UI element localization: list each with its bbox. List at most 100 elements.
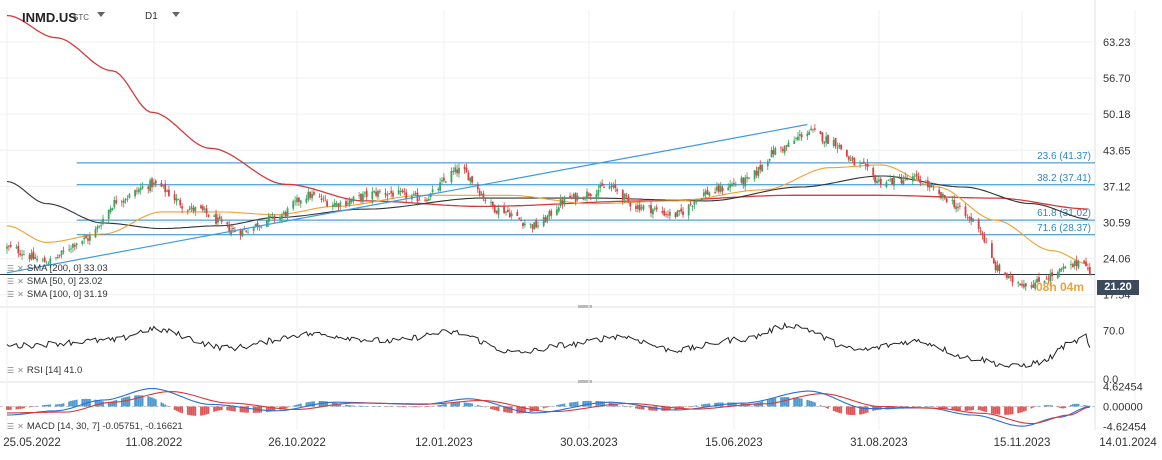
candle-body — [113, 200, 116, 208]
pane-resize-handle-2[interactable] — [578, 380, 592, 383]
candle-body — [576, 195, 579, 200]
macd-histogram-bar — [938, 406, 941, 408]
candle-body — [827, 135, 829, 144]
candle-body — [299, 200, 302, 204]
candle-body — [480, 193, 483, 195]
settings-icon[interactable]: ☰ — [7, 264, 15, 273]
bar-countdown: 08h 04m — [1036, 280, 1085, 294]
macd-histogram-bar — [516, 406, 519, 414]
candle-body — [139, 187, 142, 191]
candle-body — [774, 148, 777, 155]
macd-histogram-bar — [927, 406, 929, 407]
macd-histogram-bar — [173, 406, 176, 410]
macd-histogram-bar — [832, 406, 835, 411]
timeframe-label[interactable]: D1 — [145, 11, 158, 22]
timeframe-dropdown-icon[interactable] — [172, 12, 180, 17]
candle-body — [932, 187, 935, 189]
candle-body — [1036, 278, 1038, 283]
candle-body — [439, 182, 441, 191]
indicator-label-sma100[interactable]: ☰ ✕ SMA [100, 0] 31.19 — [7, 289, 108, 300]
candle-body — [661, 211, 664, 213]
settings-icon[interactable]: ☰ — [7, 422, 15, 431]
macd-histogram-bar — [94, 399, 97, 407]
candle-body — [160, 182, 163, 187]
macd-histogram-bar — [716, 402, 718, 407]
candle-body — [889, 179, 892, 181]
candle-body — [704, 191, 707, 195]
candle-body — [601, 183, 603, 186]
macd-histogram-bar — [441, 404, 443, 407]
macd-histogram-bar — [166, 405, 168, 407]
macd-histogram-bar — [245, 406, 248, 413]
macd-histogram-bar — [164, 404, 167, 407]
candle-body — [392, 192, 394, 197]
candle-body — [326, 201, 328, 207]
indicator-label-macd[interactable]: ☰ ✕ MACD [14, 30, 7] -0.05751, -0.16621 — [7, 421, 183, 432]
candle-body — [940, 192, 942, 199]
macd-histogram-bar — [669, 406, 671, 411]
candle-body — [979, 230, 982, 232]
indicator-label-rsi[interactable]: ☰ ✕ RSI [14] 41.0 — [7, 365, 82, 376]
axes: 63.2356.7050.1843.6537.1230.5924.0617.54… — [3, 37, 1157, 449]
candle-body — [443, 177, 445, 181]
macd-histogram-bar — [572, 402, 575, 407]
trendline[interactable] — [6, 123, 808, 274]
candle-body — [550, 210, 553, 216]
macd-histogram-bar — [75, 399, 78, 407]
candle-body — [298, 197, 300, 202]
macd-histogram-bar — [215, 406, 217, 412]
candle-body — [1062, 266, 1065, 269]
candle-body — [427, 198, 430, 201]
candle-body — [569, 195, 571, 199]
macd-histogram-bar — [405, 406, 408, 408]
macd-histogram-bar — [991, 406, 993, 414]
candle-body — [491, 201, 494, 207]
candle-body — [714, 192, 716, 193]
macd-histogram-bar — [1006, 406, 1008, 415]
macd-histogram-bar — [798, 398, 801, 407]
macd-histogram-bar — [9, 406, 12, 410]
macd-histogram-bar — [403, 406, 406, 408]
macd-histogram-bar — [1021, 406, 1023, 413]
candle-body — [456, 169, 458, 174]
macd-histogram-bar — [128, 396, 131, 407]
candle-body — [508, 212, 511, 217]
macd-histogram-bar — [175, 406, 178, 411]
settings-icon[interactable]: ☰ — [7, 277, 15, 286]
close-icon[interactable]: ✕ — [17, 290, 24, 299]
fibonacci-retracement[interactable]: 23.6 (41.37) 38.2 (37.41) 61.8 (31.02) 71.6… — [0, 151, 1095, 275]
candle-body — [102, 218, 104, 224]
candle-body — [748, 177, 750, 179]
close-icon[interactable]: ✕ — [17, 264, 24, 273]
indicator-label-sma200[interactable]: ☰ ✕ SMA [200, 0] 33.03 — [7, 263, 108, 274]
candle-body — [1019, 284, 1021, 286]
candle-body — [546, 215, 549, 221]
indicator-label-sma50[interactable]: ☰ ✕ SMA [50, 0] 23.02 — [7, 276, 102, 287]
macd-histogram-bar — [864, 406, 867, 414]
macd-histogram-bar — [162, 403, 165, 407]
macd-histogram-bar — [153, 398, 155, 407]
candle-body — [284, 211, 287, 216]
symbol-dropdown-icon[interactable] — [97, 12, 105, 17]
macd-histogram-bar — [337, 403, 340, 407]
close-icon[interactable]: ✕ — [17, 422, 24, 431]
macd-histogram-bar — [893, 406, 895, 409]
candle-body — [810, 128, 812, 130]
candle-body — [719, 185, 722, 192]
symbol-label[interactable]: INMD.US — [22, 10, 77, 25]
macd-histogram-bar — [113, 400, 116, 407]
candle-body — [429, 193, 432, 198]
candle-body — [968, 217, 971, 219]
close-icon[interactable]: ✕ — [17, 366, 24, 375]
time-tick-label: 15.11.2023 — [994, 437, 1051, 449]
macd-histogram-bar — [401, 406, 404, 408]
close-icon[interactable]: ✕ — [17, 277, 24, 286]
macd-histogram-bar — [1011, 406, 1014, 415]
macd-histogram-bar — [827, 406, 829, 409]
pane-resize-handle-1[interactable] — [578, 305, 592, 308]
macd-histogram-bar — [43, 405, 46, 407]
macd-histogram-bar — [200, 406, 202, 416]
settings-icon[interactable]: ☰ — [7, 290, 15, 299]
settings-icon[interactable]: ☰ — [7, 366, 15, 375]
